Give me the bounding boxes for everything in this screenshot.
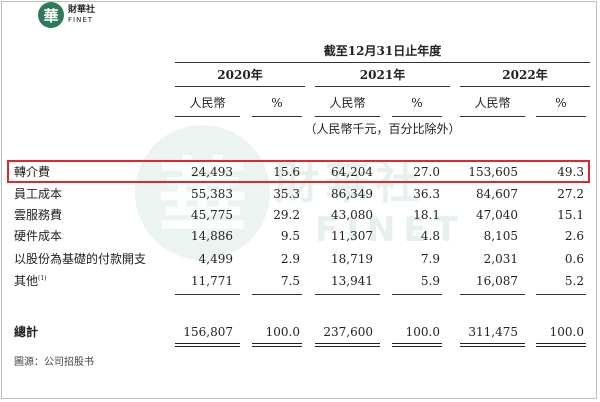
cell-2022-percent: 5.2 — [564, 274, 584, 288]
total-2021-percent: 100.0 — [405, 325, 440, 339]
cell-2022-amount: 84,607 — [476, 187, 518, 201]
row-label: 雲服務費 — [14, 208, 63, 222]
year-2022-heading: 2022年 — [502, 68, 548, 82]
cell-2021-percent: 4.8 — [420, 229, 440, 243]
row-label: 其他(1) — [14, 274, 47, 288]
period-heading: 截至12月31日止年度 — [323, 44, 442, 58]
total-double-rule — [252, 343, 302, 347]
cell-2021-percent: 7.9 — [420, 252, 440, 266]
cell-2020-percent: 35.3 — [273, 187, 300, 201]
col-currency-2020: 人民幣 — [189, 96, 226, 110]
col-currency-2022: 人民幣 — [474, 96, 511, 110]
total-double-rule — [460, 343, 525, 347]
cell-2020-amount: 55,383 — [191, 187, 233, 201]
subtotal-rule — [315, 294, 380, 295]
col-percent-2022: % — [555, 96, 567, 110]
total-2022-percent: 100.0 — [549, 325, 584, 339]
cell-2020-percent: 29.2 — [273, 208, 300, 222]
cell-2020-percent: 15.6 — [273, 165, 300, 179]
logo-text: 財華社 FINET — [68, 6, 95, 24]
cell-2020-amount: 24,493 — [191, 165, 233, 179]
cell-2022-percent: 0.6 — [564, 252, 584, 266]
cell-2020-amount: 14,886 — [191, 229, 233, 243]
row-label: 轉介費 — [14, 165, 51, 179]
total-double-rule — [315, 343, 380, 347]
col-rule — [392, 116, 442, 117]
total-2022-amount: 311,475 — [468, 325, 518, 339]
finet-logo: 華 財華社 FINET — [38, 2, 95, 28]
year-2021-rule — [315, 86, 450, 87]
col-percent-2020: % — [271, 96, 283, 110]
cell-2022-amount: 153,605 — [468, 165, 518, 179]
col-currency-2021: 人民幣 — [329, 96, 366, 110]
cell-2021-percent: 36.3 — [413, 187, 440, 201]
cell-2021-amount: 11,307 — [331, 229, 373, 243]
total-2020-amount: 156,807 — [183, 325, 233, 339]
col-percent-2021: % — [411, 96, 423, 110]
cell-2022-amount: 8,105 — [483, 229, 518, 243]
subtotal-rule — [252, 294, 302, 295]
cell-2022-amount: 2,031 — [483, 252, 518, 266]
cell-2022-percent: 15.1 — [557, 208, 584, 222]
col-rule — [460, 116, 525, 117]
source-caption: 圖源：公司招股书 — [14, 357, 94, 368]
total-double-rule — [175, 343, 240, 347]
row-label-text: 其他 — [14, 274, 39, 288]
row-label: 以股份為基礎的付款開支 — [14, 252, 147, 266]
cell-2022-percent: 49.3 — [557, 165, 584, 179]
cell-2022-percent: 2.6 — [564, 229, 584, 243]
cell-2020-amount: 45,775 — [191, 208, 233, 222]
col-rule — [175, 116, 240, 117]
total-label: 總計 — [14, 325, 39, 339]
total-double-rule — [392, 343, 442, 347]
cell-2021-amount: 64,204 — [331, 165, 373, 179]
cell-2021-percent: 27.0 — [413, 165, 440, 179]
year-2021-heading: 2021年 — [359, 68, 406, 82]
subtotal-rule — [175, 294, 240, 295]
subtotal-rule — [392, 294, 442, 295]
subtotal-rule — [460, 294, 525, 295]
year-2020-heading: 2020年 — [217, 68, 263, 82]
row-label: 硬件成本 — [14, 229, 63, 243]
logo-name-en: FINET — [68, 16, 94, 24]
unit-note: （人民幣千元，百分比除外） — [304, 122, 461, 136]
cell-2020-amount: 4,499 — [198, 252, 233, 266]
col-rule — [252, 116, 302, 117]
cell-2020-percent: 9.5 — [280, 229, 300, 243]
cell-2021-percent: 18.1 — [413, 208, 440, 222]
col-rule — [536, 116, 586, 117]
year-2020-rule — [175, 86, 305, 87]
total-2020-percent: 100.0 — [265, 325, 300, 339]
cell-2020-percent: 2.9 — [280, 252, 300, 266]
cell-2021-amount: 13,941 — [331, 274, 373, 288]
cell-2022-percent: 27.2 — [557, 187, 584, 201]
cell-2021-percent: 5.9 — [420, 274, 440, 288]
subtotal-rule — [536, 294, 586, 295]
highlight-box — [7, 160, 590, 183]
row-label: 員工成本 — [14, 187, 63, 201]
cell-2021-amount: 86,349 — [331, 187, 373, 201]
cell-2020-amount: 11,771 — [191, 274, 233, 288]
cell-2021-amount: 43,080 — [331, 208, 373, 222]
year-2022-rule — [460, 86, 590, 87]
header-rule-top — [175, 62, 590, 63]
logo-mark-icon: 華 — [38, 2, 64, 28]
cell-2021-amount: 18,719 — [331, 252, 373, 266]
cell-2020-percent: 7.5 — [280, 274, 300, 288]
cell-2022-amount: 47,040 — [476, 208, 518, 222]
total-double-rule — [536, 343, 586, 347]
cell-2022-amount: 16,087 — [476, 274, 518, 288]
logo-name-cn: 財華社 — [68, 5, 96, 15]
footnote-marker: (1) — [38, 275, 47, 282]
total-2021-amount: 237,600 — [323, 325, 373, 339]
col-rule — [315, 116, 380, 117]
